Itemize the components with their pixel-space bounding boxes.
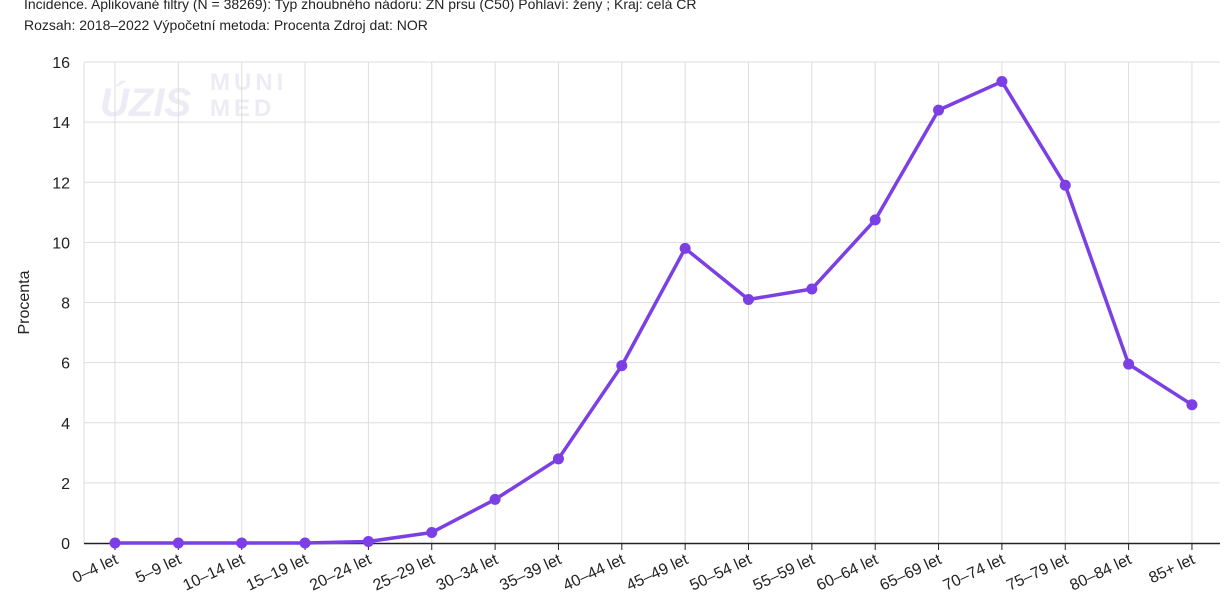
x-tick-label: 45–49 let: [624, 551, 691, 594]
y-tick-label: 0: [61, 536, 70, 553]
data-point[interactable]: [616, 360, 628, 372]
x-tick-label: 85+ let: [1147, 551, 1199, 587]
x-tick-label: 50–54 let: [687, 551, 754, 594]
data-point[interactable]: [1059, 179, 1071, 191]
y-tick-label: 2: [61, 476, 70, 493]
x-tick-label: 5–9 let: [133, 551, 184, 587]
x-tick-label: 55–59 let: [751, 551, 818, 594]
x-tick-label: 80–84 let: [1067, 551, 1134, 594]
watermark: ÚZIS MUNI MED: [100, 69, 287, 125]
chart-header: Incidence. Aplikované filtry (N = 38269)…: [24, 0, 696, 36]
data-point[interactable]: [299, 537, 311, 549]
data-point[interactable]: [362, 535, 374, 547]
data-point[interactable]: [743, 293, 754, 305]
series-line: [113, 79, 1194, 545]
y-tick-label: 8: [61, 296, 70, 313]
data-point[interactable]: [679, 242, 691, 254]
x-tick-label: 20–24 let: [307, 551, 374, 594]
y-tick-label: 4: [61, 416, 70, 433]
y-tick-label: 6: [61, 356, 70, 373]
axes: [83, 62, 1220, 550]
data-point[interactable]: [489, 493, 501, 505]
y-tick-label: 12: [52, 175, 70, 192]
x-tick-label: 60–64 let: [814, 551, 881, 594]
x-tick-label: 75–79 let: [1004, 551, 1071, 594]
data-point[interactable]: [869, 214, 881, 226]
x-tick-label: 30–34 let: [434, 551, 501, 594]
x-tick-label: 70–74 let: [941, 551, 1008, 594]
x-tick-label: 65–69 let: [877, 551, 944, 594]
x-tick-label: 35–39 let: [497, 551, 564, 594]
muni-logo-bottom: MED: [210, 95, 275, 122]
uzis-logo: ÚZIS: [100, 79, 191, 125]
grid-lines: [84, 61, 1220, 543]
data-point[interactable]: [996, 76, 1008, 88]
x-tick-label: 10–14 let: [181, 551, 248, 594]
data-point[interactable]: [1123, 358, 1135, 370]
series: [109, 76, 1198, 549]
data-point[interactable]: [426, 526, 438, 538]
x-tick-label: 15–19 let: [244, 551, 311, 594]
muni-logo-top: MUNI: [210, 69, 287, 96]
y-axis-label: Procenta: [16, 270, 33, 334]
data-point[interactable]: [552, 453, 564, 465]
x-tick-label: 40–44 let: [561, 551, 628, 594]
data-point[interactable]: [172, 537, 184, 549]
data-point[interactable]: [933, 104, 945, 116]
x-tick-label: 25–29 let: [371, 551, 438, 594]
y-tick-label: 10: [52, 235, 70, 252]
y-tick-label: 16: [52, 55, 70, 72]
range-description: Rozsah: 2018–2022 Výpočetní metoda: Proc…: [24, 17, 428, 33]
y-tick-label: 14: [52, 115, 70, 132]
x-tick-label: 0–4 let: [70, 551, 121, 587]
data-point[interactable]: [806, 283, 818, 295]
data-point[interactable]: [109, 537, 121, 549]
data-point[interactable]: [236, 537, 248, 549]
filter-description: Incidence. Aplikované filtry (N = 38269)…: [24, 0, 697, 12]
data-point[interactable]: [1186, 399, 1198, 411]
y-tick-labels: 0 2 4 6 8 10 12 14 16: [52, 55, 70, 553]
